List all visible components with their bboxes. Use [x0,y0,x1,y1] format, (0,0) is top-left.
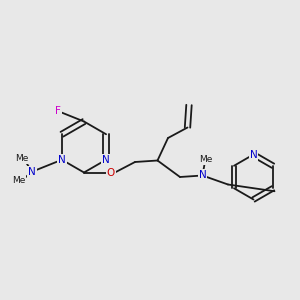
Text: F: F [55,106,61,116]
Text: Me: Me [12,176,25,185]
Text: N: N [199,170,206,181]
Text: Me: Me [15,154,28,163]
Text: N: N [58,155,66,165]
Text: Me: Me [200,155,213,164]
Text: O: O [107,167,115,178]
Text: N: N [28,167,36,177]
Text: N: N [102,155,110,165]
Text: N: N [250,149,257,160]
